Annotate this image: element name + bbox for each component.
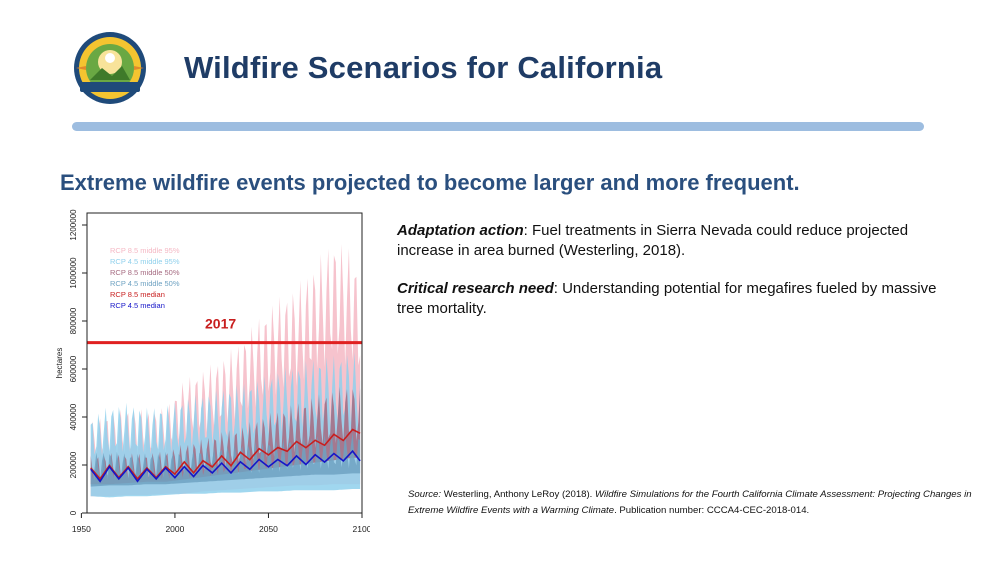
source-label: Source: — [408, 489, 442, 500]
legend-entry-rcp-4-5-middle-50: RCP 4.5 middle 50% — [110, 279, 180, 288]
adaptation-action-label: Adaptation action — [397, 222, 524, 239]
y-axis-label: hectares — [55, 348, 64, 379]
y-tick-label: 200000 — [69, 451, 78, 478]
reference-line-label: 2017 — [205, 316, 236, 332]
notes-block: Adaptation action: Fuel treatments in Si… — [397, 221, 957, 337]
adaptation-action-note: Adaptation action: Fuel treatments in Si… — [397, 221, 957, 261]
source-publication: . Publication number: CCCA4-CEC-2018-014… — [614, 505, 810, 516]
slide-title: Wildfire Scenarios for California — [184, 50, 663, 85]
band-rcp-4-5-middle-50 — [90, 432, 361, 487]
y-tick-label: 1200000 — [69, 209, 78, 241]
source-citation: Source: Westerling, Anthony LeRoy (2018)… — [408, 487, 988, 519]
title-divider — [72, 122, 924, 131]
legend-entry-rcp-8-5-middle-95: RCP 8.5 middle 95% — [110, 246, 180, 255]
legend-entry-rcp-4-5-middle-95: RCP 4.5 middle 95% — [110, 257, 180, 266]
california-energy-commission-seal-icon — [74, 32, 146, 104]
y-tick-label: 0 — [69, 510, 78, 515]
adaptation-action-text: : Fuel treatments in Sierra Nevada could… — [397, 222, 909, 259]
line-rcp-4-5-median — [90, 449, 361, 483]
x-tick-label: 2100 — [353, 524, 370, 534]
legend-entry-rcp-4-5-median: RCP 4.5 median — [110, 301, 165, 310]
slide-subtitle: Extreme wildfire events projected to bec… — [60, 170, 800, 195]
y-tick-label: 400000 — [69, 403, 78, 430]
y-tick-label: 800000 — [69, 307, 78, 334]
research-need-text: : Understanding potential for megafires … — [397, 280, 937, 317]
x-tick-label: 2050 — [259, 524, 278, 534]
source-author: Westerling, Anthony LeRoy (2018). — [441, 489, 596, 500]
plot-frame — [86, 212, 363, 514]
research-need-label: Critical research need — [397, 280, 554, 297]
wildfire-area-chart: 2017 RCP 8.5 middle 95% RCP 4.5 middle 95%… — [55, 209, 370, 534]
legend-entry-rcp-8-5-median: RCP 8.5 median — [110, 290, 165, 299]
y-tick-label: 1000000 — [69, 257, 78, 289]
line-rcp-8-5-median — [90, 428, 361, 481]
research-need-note: Critical research need: Understanding po… — [397, 279, 957, 319]
y-tick-label: 600000 — [69, 355, 78, 382]
legend-entry-rcp-8-5-middle-50: RCP 8.5 middle 50% — [110, 268, 180, 277]
x-tick-label: 2000 — [165, 524, 184, 534]
x-tick-label: 1950 — [72, 524, 91, 534]
source-work-title: Wildfire Simulations for the Fourth Cali… — [408, 489, 972, 516]
